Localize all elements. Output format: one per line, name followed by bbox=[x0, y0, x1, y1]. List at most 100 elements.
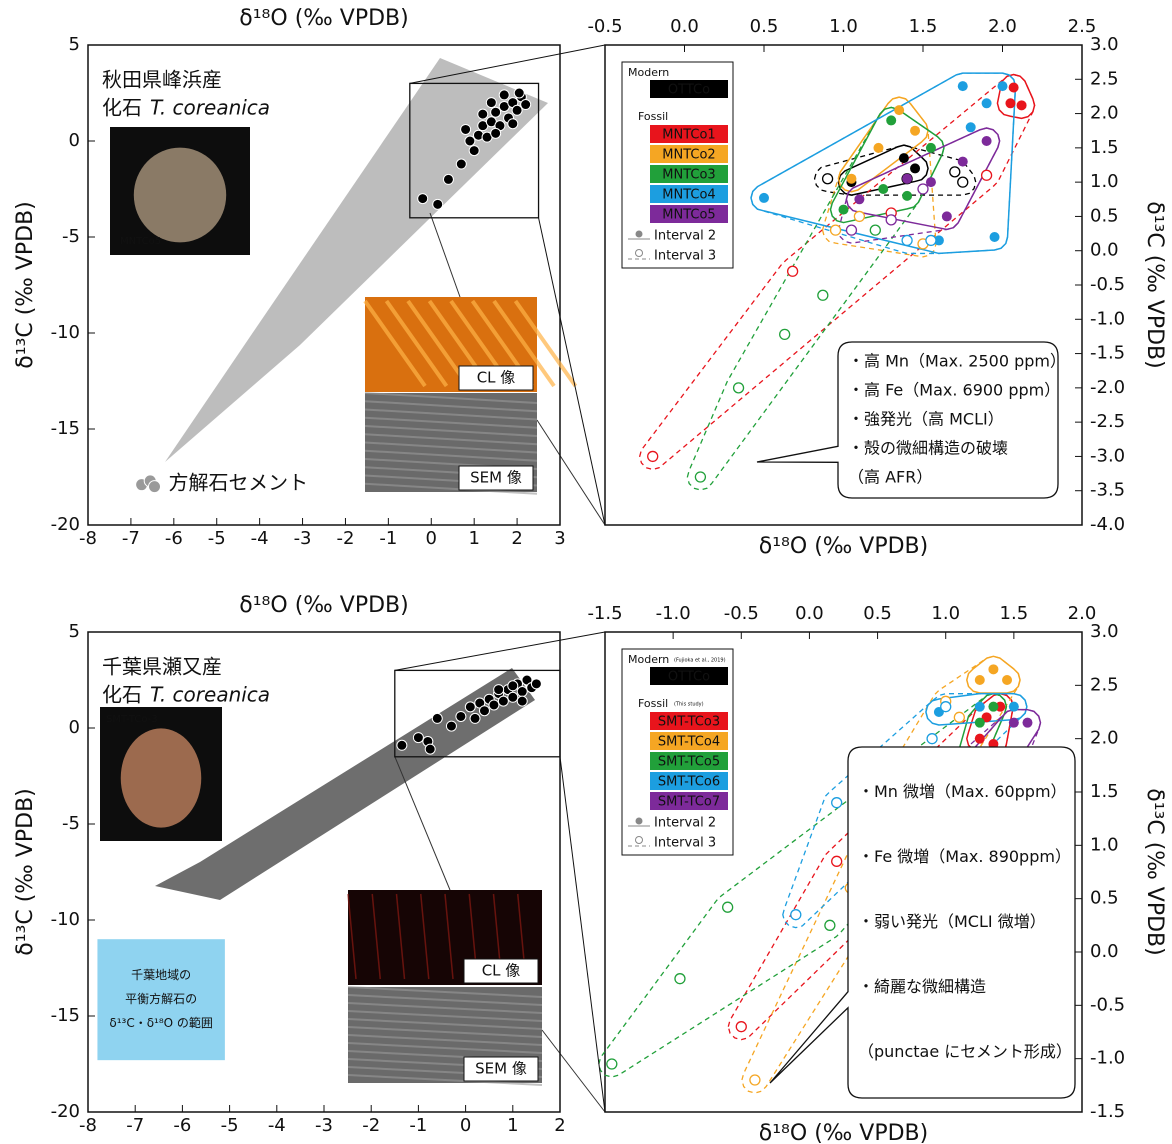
legend-group: Fossil bbox=[638, 110, 668, 123]
y-tick-label: 2.0 bbox=[1090, 728, 1119, 749]
point bbox=[933, 235, 944, 246]
sem-texture bbox=[364, 408, 538, 421]
x-tick-label: -8 bbox=[79, 528, 97, 549]
y-axis-label: δ¹³C (‰ VPDB) bbox=[1142, 788, 1167, 955]
plot-frame bbox=[87, 44, 561, 526]
callout-box bbox=[769, 746, 1076, 1099]
y-tick-label: 2.5 bbox=[1090, 674, 1119, 695]
y-tick-label: -3.5 bbox=[1090, 480, 1125, 501]
y-tick-label: -5 bbox=[62, 813, 80, 834]
zoom-connector bbox=[394, 631, 606, 671]
point bbox=[148, 480, 162, 494]
sem-texture bbox=[364, 449, 538, 462]
y-tick-label: -15 bbox=[51, 1005, 80, 1026]
legend-swatch bbox=[650, 165, 728, 183]
point bbox=[468, 145, 480, 157]
legend-note: (This study) bbox=[674, 702, 704, 708]
zoom-box bbox=[409, 82, 540, 219]
sem-label-box bbox=[463, 1056, 539, 1082]
sem-texture bbox=[364, 400, 538, 413]
y-tick-label: -10 bbox=[51, 322, 80, 343]
legend-label: OTTCo bbox=[668, 670, 710, 685]
legend-label: OTTCo bbox=[668, 83, 710, 98]
open-point bbox=[786, 265, 799, 277]
point bbox=[477, 108, 489, 120]
x-tick-label: -4 bbox=[268, 1115, 286, 1136]
y-axis-label: δ¹³C (‰ VPDB) bbox=[1142, 201, 1167, 368]
point bbox=[941, 211, 952, 222]
point bbox=[1008, 717, 1019, 728]
x-tick-label: 0.0 bbox=[670, 16, 699, 37]
cl-label: CL 像 bbox=[477, 369, 516, 387]
point bbox=[455, 158, 467, 170]
open-point bbox=[735, 1021, 747, 1033]
specimen-label: MNTCo5 bbox=[120, 236, 161, 247]
open-point bbox=[824, 919, 836, 931]
x-tick-label: 2 bbox=[511, 528, 522, 549]
point bbox=[957, 156, 968, 167]
callout-line: ・高 Mn（Max. 2500 ppm） bbox=[848, 352, 1066, 371]
envelope-all bbox=[727, 693, 1014, 1041]
sem-texture bbox=[347, 1034, 543, 1046]
fossil-label: 化石 bbox=[102, 683, 142, 707]
point bbox=[838, 204, 849, 215]
y-tick-label: -0.5 bbox=[1090, 274, 1125, 295]
point bbox=[497, 695, 509, 707]
open-point bbox=[845, 224, 858, 236]
y-tick-label: -20 bbox=[51, 514, 80, 535]
x-tick-label: 1 bbox=[468, 528, 479, 549]
point bbox=[442, 173, 454, 185]
legend-label: SMT-TCo5 bbox=[658, 755, 720, 770]
fossil-label: 化石 bbox=[102, 96, 142, 120]
open-point bbox=[790, 909, 802, 921]
y-tick-label: 0.0 bbox=[1090, 240, 1119, 261]
legend-marker bbox=[635, 817, 643, 825]
x-tick-label: -7 bbox=[126, 1115, 144, 1136]
open-point bbox=[980, 169, 993, 181]
legend-marker bbox=[635, 230, 643, 238]
sem-texture bbox=[364, 425, 538, 437]
point bbox=[1008, 701, 1019, 712]
point bbox=[981, 712, 992, 723]
sem-texture bbox=[347, 986, 543, 998]
point bbox=[989, 232, 1000, 242]
open-point bbox=[885, 214, 897, 226]
point bbox=[507, 118, 519, 130]
open-point bbox=[949, 166, 961, 178]
x-tick-label: -6 bbox=[165, 528, 183, 549]
legend-swatch bbox=[650, 732, 728, 750]
x-tick-label: 2.5 bbox=[1068, 16, 1097, 37]
x-tick-label: -0.5 bbox=[724, 603, 759, 624]
open-point bbox=[829, 224, 842, 236]
envelope-interval-2 bbox=[966, 655, 1021, 694]
legend-label: MNTCo4 bbox=[662, 188, 715, 203]
point bbox=[520, 99, 532, 111]
point bbox=[925, 177, 936, 188]
callout-line: ・強発光（高 MCLI） bbox=[848, 410, 1004, 429]
sem-texture bbox=[364, 392, 538, 404]
point bbox=[965, 122, 976, 133]
x-axis-label: δ¹⁸O (‰ VPDB) bbox=[759, 534, 928, 559]
y-tick-label: -4.0 bbox=[1090, 514, 1125, 535]
y-tick-label: -1.0 bbox=[1090, 1048, 1125, 1069]
point bbox=[910, 125, 921, 136]
x-tick-label: 0.5 bbox=[863, 603, 892, 624]
y-tick-label: 0.5 bbox=[1090, 205, 1119, 226]
y-tick-label: -1.5 bbox=[1090, 343, 1125, 364]
point bbox=[493, 684, 505, 696]
point bbox=[469, 712, 481, 724]
zoom-box bbox=[394, 669, 561, 758]
point bbox=[898, 153, 909, 164]
open-point bbox=[853, 210, 866, 223]
callout-box bbox=[756, 341, 1059, 499]
y-axis-label: δ¹³C (‰ VPDB) bbox=[13, 201, 38, 368]
x-tick-label: -8 bbox=[79, 1115, 97, 1136]
legend-group: Modern bbox=[628, 653, 669, 666]
legend-label: SMT-TCo7 bbox=[658, 795, 720, 810]
open-point bbox=[821, 173, 834, 185]
x-tick-label: 1 bbox=[507, 1115, 518, 1136]
sem-texture bbox=[347, 994, 543, 1006]
x-tick-label: -1.5 bbox=[587, 603, 622, 624]
open-point bbox=[722, 901, 734, 913]
